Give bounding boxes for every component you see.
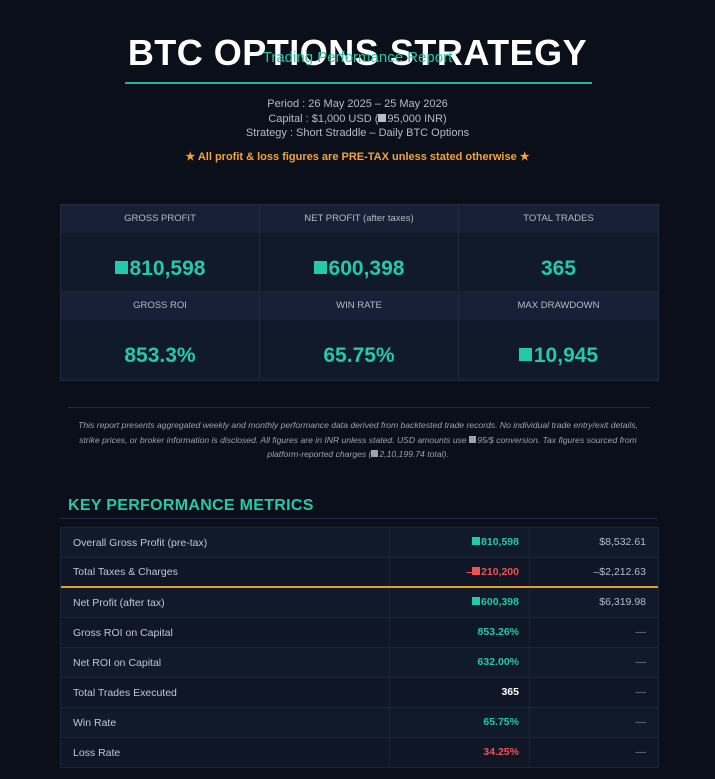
table-row: Net ROI on Capital 632.00% — <box>61 648 658 678</box>
table-row: Total Taxes & Charges –210,200 –$2,212.63 <box>61 558 658 588</box>
capital-value: 95,000 INR) <box>387 112 447 125</box>
metric-label: Gross ROI on Capital <box>73 626 173 639</box>
metric-inr-value: 632.00% <box>389 648 529 677</box>
metric-usd-value: $6,319.98 <box>529 588 658 617</box>
table-row: Loss Rate 34.25% — <box>61 738 658 767</box>
metric-label: Total Trades Executed <box>73 686 177 699</box>
summary-value-text: 600,398 <box>328 257 405 280</box>
disclaimer-divider <box>68 407 650 408</box>
disclaimer-text: This report presents aggregated weekly a… <box>72 418 644 462</box>
currency-icon <box>114 261 128 274</box>
metric-usd-value: –$2,212.63 <box>529 558 658 586</box>
summary-value-text: 365 <box>540 257 577 280</box>
table-row: Overall Gross Profit (pre-tax) 810,598 $8,… <box>61 528 658 558</box>
currency-icon <box>378 113 387 122</box>
summary-value: 10,945 <box>459 320 658 379</box>
page-subtitle: Trading Performance Report <box>262 49 453 66</box>
summary-label: GROSS PROFIT <box>61 205 260 233</box>
metric-inr-value: 600,398 <box>389 588 529 617</box>
period-text: Period : 26 May 2025 – 25 May 2026 <box>267 98 448 110</box>
metric-usd-value: — <box>529 708 658 737</box>
summary-value-text: 853.3% <box>124 344 196 367</box>
metric-inr-value: 34.25% <box>389 738 529 767</box>
metric-usd-value: — <box>529 738 658 767</box>
summary-value-text: 810,598 <box>129 257 206 280</box>
currency-icon <box>472 597 481 605</box>
metric-label: Win Rate <box>73 716 117 729</box>
metric-usd-value: — <box>529 618 658 647</box>
summary-value: 810,598 <box>61 233 260 292</box>
disclaimer-part-3: 2,10,199.74 total). <box>379 449 449 459</box>
currency-icon <box>472 567 481 575</box>
metric-label: Total Taxes & Charges <box>73 566 178 578</box>
table-row: Net Profit (after tax) 600,398 $6,319.98 <box>61 588 658 618</box>
strategy-text: Strategy : Short Straddle – Daily BTC Op… <box>245 127 470 139</box>
metric-inr-value: 365 <box>389 678 529 707</box>
page-title: BTC OPTIONS STRATEGY <box>127 32 588 73</box>
pretax-note: ★ All profit & loss figures are PRE-TAX … <box>185 151 530 163</box>
capital-prefix: Capital : $1,000 USD ( <box>268 112 379 125</box>
kpi-table: Overall Gross Profit (pre-tax) 810,598 $8,… <box>60 527 659 768</box>
table-row: Gross ROI on Capital 853.26% — <box>61 618 658 648</box>
metric-inr-text: 632.00% <box>477 656 519 668</box>
metric-inr-value: 65.75% <box>389 708 529 737</box>
metric-inr-text: 853.26% <box>477 626 519 638</box>
summary-grid: GROSS PROFIT NET PROFIT (after taxes) TOTA… <box>60 204 659 381</box>
metric-label: Overall Gross Profit (pre-tax) <box>73 536 208 549</box>
summary-value-text: 10,945 <box>533 344 599 367</box>
currency-icon <box>313 261 327 274</box>
title-divider <box>125 82 592 84</box>
currency-icon <box>518 348 532 361</box>
metric-label: Net ROI on Capital <box>73 656 162 669</box>
metric-label: Net Profit (after tax) <box>73 596 165 609</box>
summary-label: NET PROFIT (after taxes) <box>260 205 459 233</box>
summary-value: 600,398 <box>260 233 459 292</box>
currency-icon <box>472 537 481 545</box>
currency-icon <box>469 435 477 443</box>
summary-label: GROSS ROI <box>61 292 260 320</box>
metric-inr-text: 210,200 <box>481 566 519 578</box>
disclaimer-part-1: This report presents aggregated weekly a… <box>78 420 638 445</box>
metric-usd-value: — <box>529 678 658 707</box>
summary-value: 65.75% <box>260 320 459 379</box>
table-row: Total Trades Executed 365 — <box>61 678 658 708</box>
metric-inr-text: 810,598 <box>481 536 519 548</box>
metric-inr-value: –210,200 <box>389 558 529 586</box>
summary-label: MAX DRAWDOWN <box>459 292 658 320</box>
negative-sign: – <box>466 566 473 578</box>
kpi-section-title: KEY PERFORMANCE METRICS <box>68 497 314 514</box>
metric-inr-value: 810,598 <box>389 528 529 557</box>
metric-inr-value: 853.26% <box>389 618 529 647</box>
currency-icon <box>371 450 379 457</box>
capital-text: Capital : $1,000 USD ( 95,000 INR) <box>0 112 715 127</box>
summary-value: 365 <box>459 233 658 292</box>
metric-usd-value: $8,532.61 <box>529 528 658 557</box>
metric-inr-text: 65.75% <box>483 716 519 728</box>
metric-inr-text: 600,398 <box>481 596 519 608</box>
metric-label: Loss Rate <box>73 746 121 759</box>
kpi-divider <box>60 518 657 519</box>
report-header: BTC OPTIONS STRATEGY Trading Performance… <box>0 28 715 88</box>
metric-inr-text: 34.25% <box>483 746 519 758</box>
summary-label: TOTAL TRADES <box>459 205 658 233</box>
metric-usd-value: — <box>529 648 658 677</box>
report-meta: Period : 26 May 2025 – 25 May 2026 Capit… <box>0 97 715 141</box>
summary-value-text: 65.75% <box>323 344 395 367</box>
summary-label: WIN RATE <box>260 292 459 320</box>
metric-inr-text: 365 <box>501 686 519 698</box>
disclaimer-part-2: 95/$ conversion. Tax figures sourced fro… <box>267 434 637 460</box>
summary-value: 853.3% <box>61 320 260 379</box>
table-row: Win Rate 65.75% — <box>61 708 658 738</box>
